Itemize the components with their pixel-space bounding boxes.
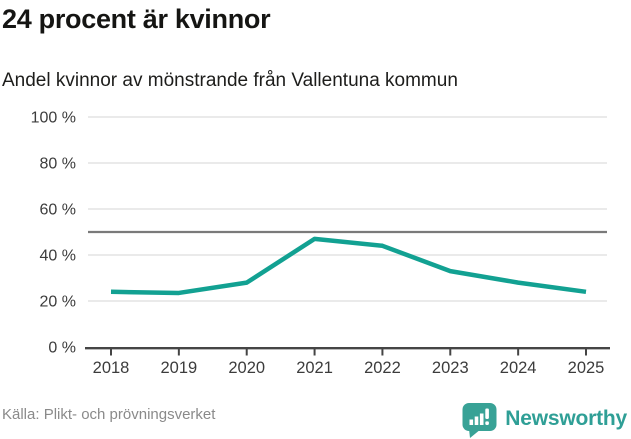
y-axis-label: 60 % (40, 202, 76, 219)
logo-exclamation-dot (485, 421, 490, 425)
x-axis-label: 2025 (568, 359, 605, 377)
source-note: Källa: Plikt- och prövningsverket (2, 406, 216, 423)
logo-exclamation-bar (485, 408, 490, 419)
chart-subtitle: Andel kvinnor av mönstrande från Vallent… (2, 70, 458, 91)
y-axis-label: 20 % (40, 294, 76, 311)
logo-bar-1 (469, 419, 474, 425)
x-axis-label: 2022 (364, 359, 401, 377)
newsworthy-logo-icon (462, 403, 497, 438)
x-axis-label: 2021 (296, 359, 333, 377)
x-axis-label: 2020 (228, 359, 265, 377)
x-axis-label: 2019 (160, 359, 197, 377)
y-axis-label: 80 % (40, 156, 76, 173)
x-axis-label: 2018 (93, 359, 130, 377)
brand-name: Newsworthy (505, 407, 627, 430)
y-axis-label: 40 % (40, 248, 76, 265)
logo-bar-2 (474, 416, 479, 425)
logo-bar-3 (480, 413, 484, 425)
x-axis-label: 2024 (500, 359, 537, 377)
line-chart: 0 % 20 % 40 % 60 % 80 % 100 % 2018 2019 2020 2021… (31, 110, 610, 377)
chart-title: 24 procent är kvinnor (2, 4, 271, 34)
newsworthy-brand-link[interactable]: Newsworthy (461, 400, 627, 438)
x-axis-label: 2023 (432, 359, 469, 377)
y-axis-label: 0 % (48, 340, 76, 357)
y-axis-label: 100 % (31, 110, 76, 127)
data-line (110, 236, 587, 296)
